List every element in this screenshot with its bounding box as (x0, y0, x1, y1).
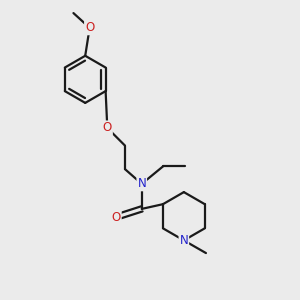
Text: O: O (85, 21, 94, 34)
Text: O: O (112, 211, 121, 224)
Text: O: O (103, 122, 112, 134)
Text: N: N (179, 234, 188, 247)
Text: N: N (137, 177, 146, 190)
